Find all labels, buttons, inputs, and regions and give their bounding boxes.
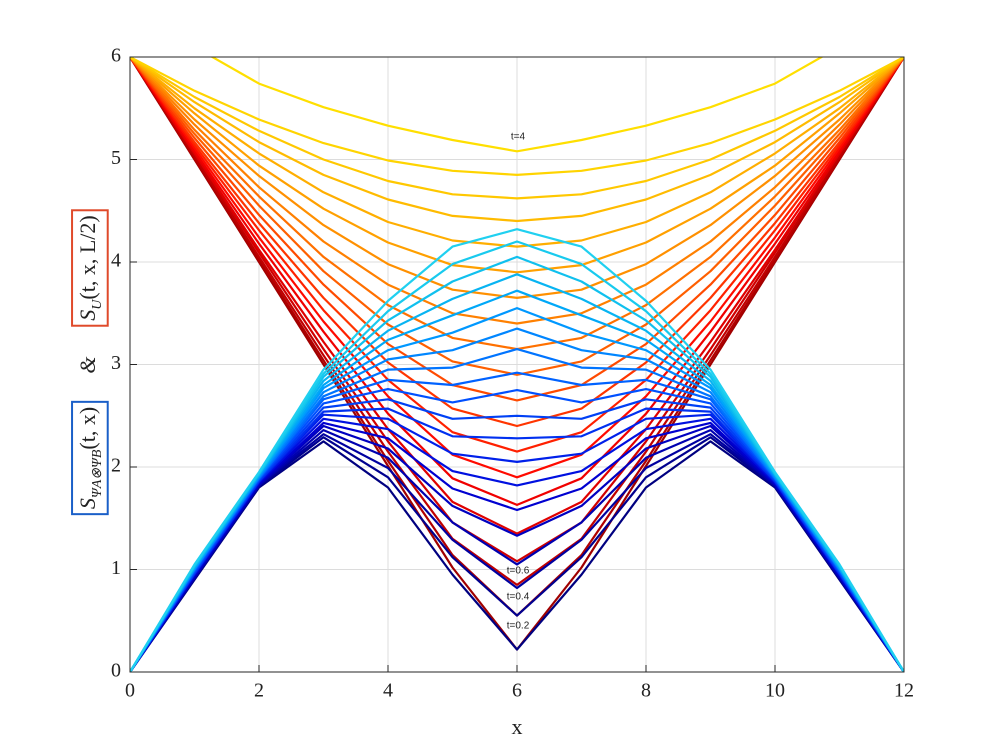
y-tick-label: 5 [111,147,121,169]
x-tick-label: 12 [894,680,914,702]
series-line [130,57,904,223]
y-tick-label: 3 [111,352,121,374]
series-line [130,57,904,506]
series-line [130,228,904,672]
x-tick-label: 6 [512,680,522,702]
y-label-text: S [75,310,100,321]
annotation: t=4 [511,132,526,143]
series-line [130,57,904,200]
y-label-box [71,400,109,516]
y-label-text: SU(t, x, L/2) [75,215,105,320]
y-axis-label: & [75,356,100,374]
series-line [130,57,904,274]
series-line [130,57,904,563]
y-label-rest: (t, x, L/2) [75,215,100,299]
series-line [130,57,904,325]
annotation: t=0.2 [507,621,530,632]
y-label-sub: ΨA⊗ΨB [90,449,105,498]
x-tick-label: 4 [383,680,393,702]
series-line [130,57,904,299]
y-label-sub: U [90,299,105,310]
series-line [130,57,904,453]
y-label-box [71,209,109,327]
series-line [130,57,904,248]
series-line [130,57,904,479]
x-axis-label: x [512,714,523,739]
series-line [130,57,904,153]
y-tick-label: 6 [111,45,121,67]
series-line [130,57,904,428]
series-line [130,57,904,376]
annotation: t=0.4 [507,592,530,603]
y-tick-label: 0 [111,660,121,682]
y-label-rest: (t, x) [75,407,100,450]
series-line [130,57,904,535]
series-line [130,57,904,402]
x-tick-label: 0 [125,680,135,702]
x-tick-label: 8 [641,680,651,702]
y-label-text: S [75,498,100,509]
y-axis-label: SU(t, x, L/2) [71,209,109,327]
y-tick-label: 1 [111,557,121,579]
x-tick-label: 2 [254,680,264,702]
y-axis-label: SΨA⊗ΨB(t, x) [71,400,109,516]
series-line [130,57,904,587]
y-label-text: & [75,356,100,374]
y-tick-label: 2 [111,455,121,477]
series-line [130,57,904,176]
x-tick-label: 10 [765,680,785,702]
y-label-text: & [75,356,100,374]
y-label-text: SΨA⊗ΨB(t, x) [75,407,105,509]
annotation: t=0.6 [507,566,530,577]
y-tick-label: 4 [111,250,121,272]
